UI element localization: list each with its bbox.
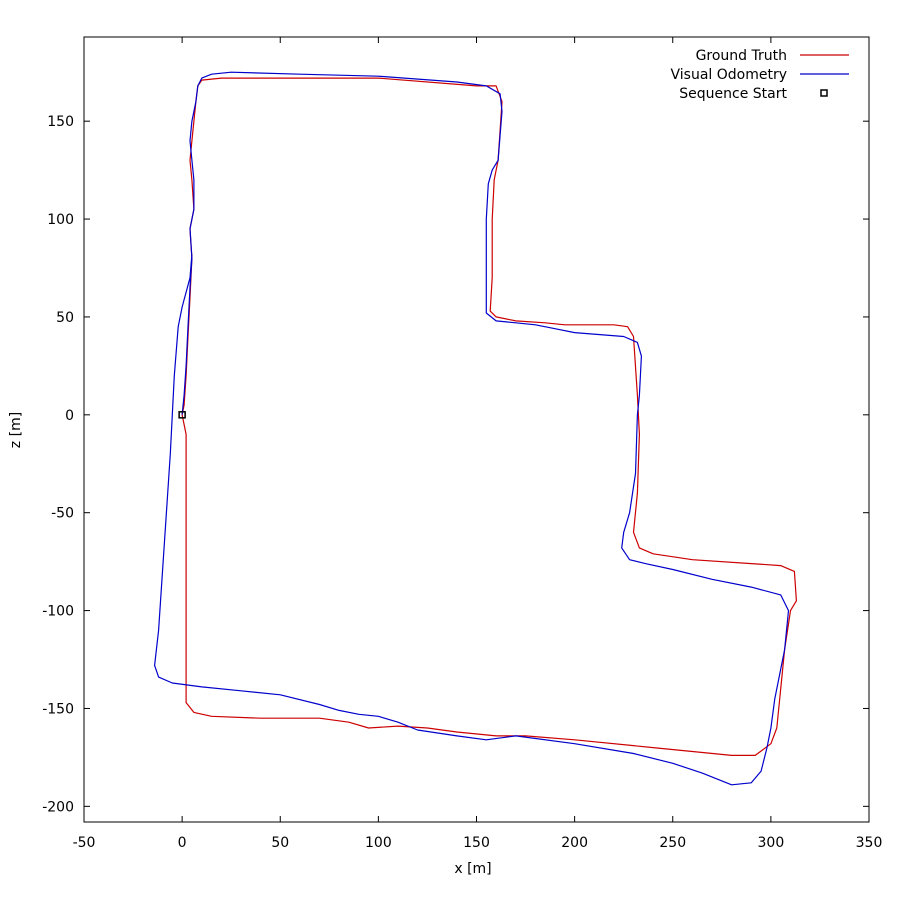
legend-label: Sequence Start bbox=[679, 86, 787, 102]
legend-label: Ground Truth bbox=[696, 48, 787, 64]
y-tick-label: -50 bbox=[51, 506, 74, 522]
series-line-ground-truth bbox=[181, 77, 797, 756]
x-tick-label: 0 bbox=[178, 835, 187, 851]
y-tick-label: 150 bbox=[47, 114, 74, 130]
y-tick-label: 50 bbox=[56, 310, 74, 326]
y-tick-label: 100 bbox=[47, 212, 74, 228]
x-tick-label: -50 bbox=[73, 835, 96, 851]
ticks-layer: -50 0 50 100 150 200 250 300 350 -200 -150 -100 -50 0… bbox=[42, 37, 882, 851]
x-tick-label: 350 bbox=[856, 835, 883, 851]
y-tick-label: -200 bbox=[42, 799, 74, 815]
x-tick-label: 150 bbox=[463, 835, 490, 851]
series-line-visual-odometry bbox=[154, 71, 790, 786]
legend: Ground Truth Visual Odometry Sequence Star… bbox=[671, 48, 849, 102]
x-tick-label: 250 bbox=[659, 835, 686, 851]
x-tick-label: 300 bbox=[758, 835, 785, 851]
y-tick-label: -100 bbox=[42, 604, 74, 620]
legend-label: Visual Odometry bbox=[671, 67, 788, 83]
y-tick-label: 0 bbox=[65, 408, 74, 424]
plot-frame bbox=[83, 36, 870, 823]
sequence-start-marker bbox=[178, 411, 186, 419]
x-tick-label: 100 bbox=[365, 835, 392, 851]
x-tick-label: 200 bbox=[561, 835, 588, 851]
x-axis-label: x [m] bbox=[454, 861, 491, 877]
legend-swatch-square bbox=[820, 89, 828, 97]
y-tick-label: -150 bbox=[42, 701, 74, 717]
y-axis-label: z [m] bbox=[8, 412, 24, 448]
x-tick-label: 50 bbox=[271, 835, 289, 851]
marks-layer bbox=[154, 71, 797, 786]
